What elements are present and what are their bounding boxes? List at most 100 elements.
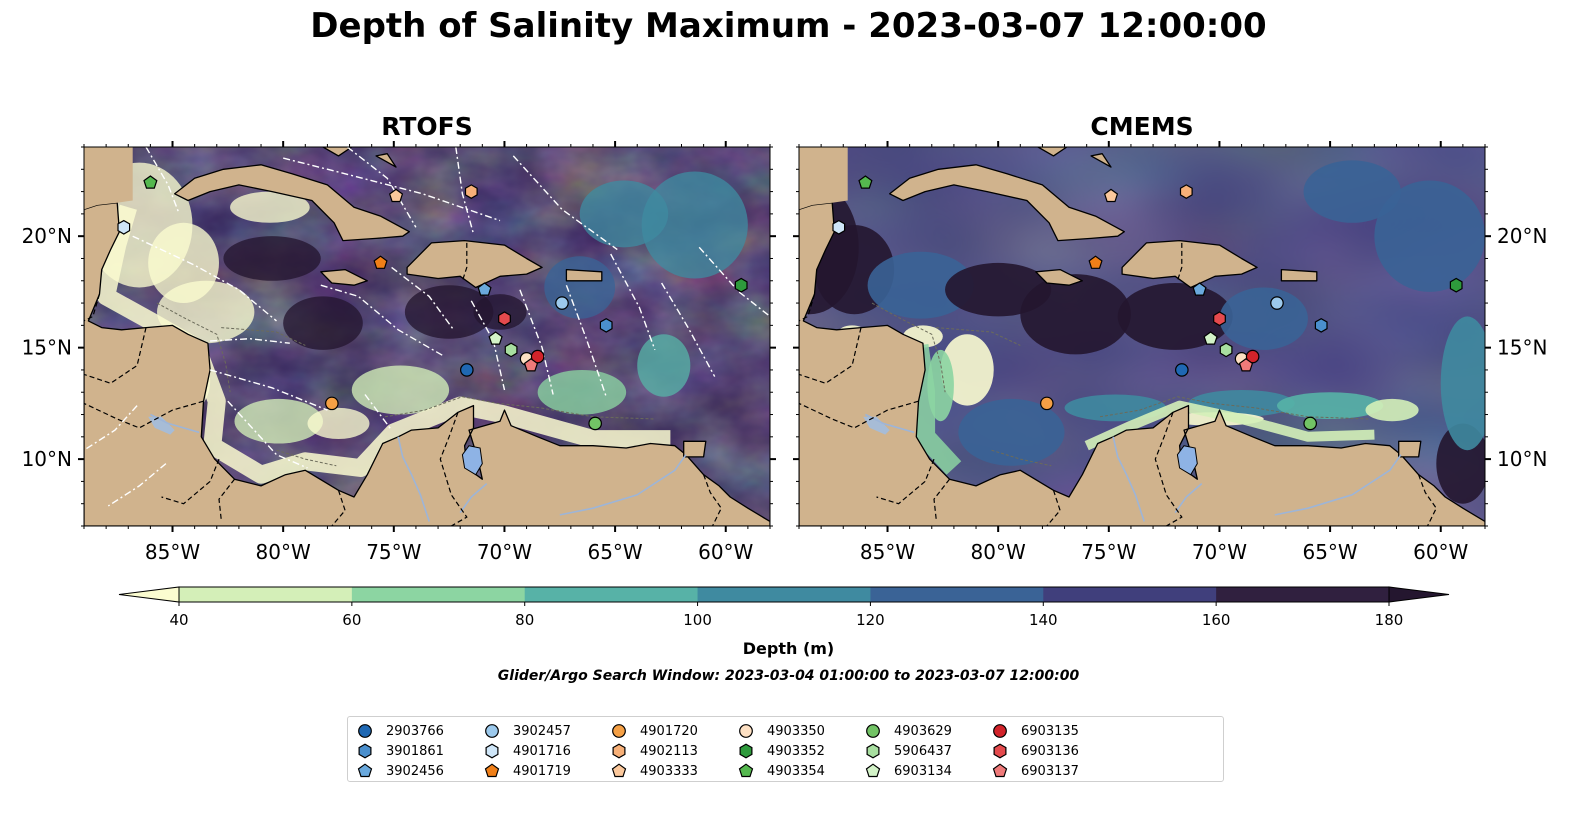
legend-label: 5906437 [894, 743, 952, 759]
float-legend: 2903766 3901861 3902456 3902457 4901716 49017… [347, 716, 1224, 782]
float-marker-2903766 [460, 363, 474, 377]
lon-tick-label: 75°W [1081, 540, 1136, 564]
lon-tick-label: 85°W [860, 540, 915, 564]
colorbar-tick-label: 100 [683, 611, 712, 629]
country-border [876, 458, 935, 505]
legend-item: 4901720 [610, 721, 698, 741]
bathymetry-contour [384, 396, 655, 420]
depth-patch [1440, 316, 1485, 451]
eez-boundary [107, 463, 167, 507]
legend-label: 3901861 [386, 743, 444, 759]
legend-column: 4903350 4903352 4903354 [737, 721, 825, 781]
float-marker-4901720 [1040, 396, 1054, 411]
legend-marker-icon [358, 743, 372, 759]
float-marker-4903333 [388, 188, 404, 203]
country-border [1154, 412, 1183, 526]
bathymetry-contour [991, 449, 1052, 467]
legend-marker-4902113 [612, 743, 626, 759]
float-marker-4903629 [588, 416, 602, 431]
country-border [439, 412, 468, 526]
float-marker-6903135 [1245, 349, 1260, 364]
bathymetry-contour [1099, 396, 1370, 420]
country-border [84, 400, 204, 429]
eez-boundary [391, 266, 455, 331]
legend-item: 4903629 [864, 721, 952, 741]
lon-tick-label: 75°W [366, 540, 421, 564]
legend-marker-icon [993, 743, 1007, 759]
float-marker-6903136 [498, 311, 511, 327]
legend-label: 4903333 [640, 763, 698, 779]
legend-label: 4901719 [513, 763, 571, 779]
legend-marker-4901719 [484, 763, 500, 778]
lat-tick-label: 20°N [1497, 224, 1547, 248]
bathymetry-contour [936, 327, 1021, 346]
panel-title-rtofs: RTOFS [381, 112, 473, 141]
eez-boundary [209, 369, 328, 411]
float-marker-4901716 [832, 219, 846, 235]
colorbar-segment [870, 587, 1044, 602]
colorbar-under-arrow [118, 586, 180, 603]
float-marker-6903134 [488, 331, 503, 345]
land [799, 147, 1485, 526]
float-marker-4901720 [325, 396, 339, 411]
float-marker-3902456 [1192, 282, 1207, 296]
float-marker-3901861 [599, 318, 613, 333]
legend-marker-4903352 [739, 743, 753, 759]
colorbar-label: Depth (m) [742, 639, 835, 658]
float-marker-4903352 [734, 277, 748, 293]
country-border [218, 478, 235, 520]
colorbar-tick-label: 120 [856, 611, 885, 629]
depth-patch [230, 191, 310, 223]
float-marker-4902113 [464, 184, 478, 199]
float-marker-4903333 [1103, 188, 1119, 203]
country-border [1046, 490, 1061, 526]
bathymetry-contour [221, 327, 306, 346]
legend-marker-3902457 [485, 724, 499, 738]
bathymetry-contour [156, 302, 231, 393]
legend-marker-6903135 [993, 724, 1007, 738]
legend-item: 6903137 [991, 761, 1079, 781]
bathymetry-contour [276, 449, 337, 467]
lat-tick-label: 20°N [22, 224, 72, 248]
depth-patch [404, 285, 494, 339]
lon-tick-label: 60°W [1413, 540, 1468, 564]
float-marker-5906437 [1219, 342, 1233, 358]
depth-patch [1303, 160, 1401, 223]
float-marker-6903135 [530, 349, 545, 364]
colorbar-segment [351, 587, 526, 602]
float-marker-3902456 [477, 282, 492, 296]
eez-boundary [660, 282, 716, 377]
depth-patch [1374, 180, 1485, 292]
legend-marker-icon [485, 743, 499, 759]
country-border [799, 327, 862, 384]
colorbar-tick-label: 80 [515, 611, 534, 629]
float-marker-6903137 [523, 358, 539, 372]
legend-marker-icon [611, 763, 627, 778]
colorbar: 40 60 80 100 120 140 160 180 [118, 586, 1450, 629]
legend-label: 4903629 [894, 723, 952, 739]
float-marker-5906437 [504, 342, 518, 358]
depth-patch [1020, 274, 1131, 355]
depth-patch [1064, 394, 1167, 422]
lon-tick-label: 65°W [1302, 540, 1357, 564]
eez-boundary [346, 147, 417, 228]
float-marker-6903136 [1213, 311, 1226, 327]
lat-tick-label: 10°N [22, 447, 72, 471]
legend-item: 2903766 [356, 721, 444, 741]
legend-item: 4901716 [483, 741, 571, 761]
legend-marker-4903629 [866, 724, 880, 738]
colorbar-segment [524, 587, 699, 602]
map-frame [83, 146, 771, 527]
map-panels: 85°W 80°W 75°W 70°W 65°W 60°W 10°N 15°N 20°N 85°… [22, 141, 1547, 564]
legend-item: 4902113 [610, 741, 698, 761]
legend-item: 6903136 [991, 741, 1079, 761]
river [865, 413, 915, 434]
legend-marker-5906437 [866, 743, 880, 759]
search-window-text: Glider/Argo Search Window: 2023-03-04 01… [497, 668, 1080, 684]
legend-marker-icon [358, 724, 372, 738]
colorbar-over-arrow [1388, 586, 1450, 603]
float-marker-6903134 [1203, 331, 1218, 345]
legend-item: 6903134 [864, 761, 952, 781]
depth-patch [283, 296, 363, 350]
legend-marker-4903350 [739, 724, 753, 738]
